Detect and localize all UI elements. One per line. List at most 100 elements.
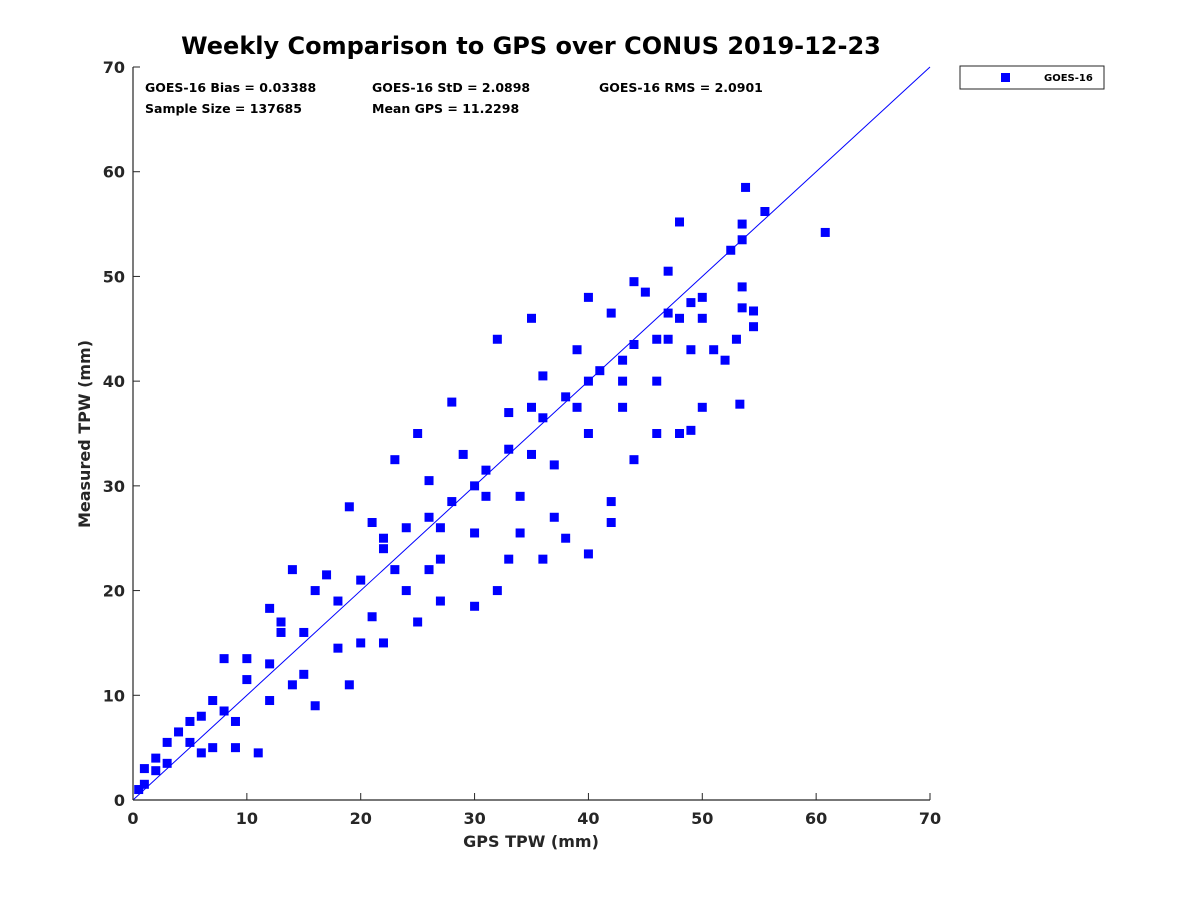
data-point xyxy=(470,601,480,611)
data-point xyxy=(265,696,275,706)
data-point xyxy=(606,518,616,528)
data-point xyxy=(208,743,218,753)
x-axis-label: GPS TPW (mm) xyxy=(463,832,599,851)
data-point xyxy=(435,554,445,564)
data-point xyxy=(527,402,536,412)
data-point xyxy=(162,737,172,747)
data-point xyxy=(322,570,332,580)
x-tick-label: 0 xyxy=(127,809,138,828)
data-point xyxy=(504,408,514,418)
y-tick-label: 0 xyxy=(114,791,125,810)
data-point xyxy=(139,779,149,789)
data-point xyxy=(583,292,593,302)
data-point xyxy=(618,402,628,412)
data-point xyxy=(276,627,286,637)
data-point xyxy=(435,596,445,606)
data-point xyxy=(735,399,745,409)
data-point xyxy=(299,669,309,679)
data-point xyxy=(583,429,593,438)
data-point xyxy=(139,764,149,774)
data-point xyxy=(527,449,536,459)
data-point xyxy=(640,287,650,297)
data-point xyxy=(344,680,354,690)
data-point xyxy=(287,565,297,575)
y-axis-label: Measured TPW (mm) xyxy=(75,340,94,528)
y-tick-label: 20 xyxy=(103,582,125,601)
data-point xyxy=(208,696,218,706)
data-point xyxy=(287,680,297,690)
data-point xyxy=(686,298,696,308)
x-tick-label: 50 xyxy=(691,809,713,828)
data-point xyxy=(196,711,206,721)
data-point xyxy=(538,554,548,564)
data-point xyxy=(356,575,366,585)
data-point xyxy=(652,334,662,344)
data-point xyxy=(504,444,514,454)
data-point xyxy=(151,753,161,763)
data-point xyxy=(242,654,252,664)
x-tick-label: 30 xyxy=(463,809,485,828)
data-point xyxy=(151,766,161,776)
data-point xyxy=(174,727,184,737)
data-point xyxy=(390,455,400,465)
data-point xyxy=(253,748,263,758)
x-tick-label: 20 xyxy=(350,809,372,828)
legend: GOES-16 xyxy=(959,65,1105,90)
data-point xyxy=(185,737,195,747)
data-point xyxy=(185,716,195,726)
data-point xyxy=(230,716,240,726)
data-point xyxy=(401,523,411,533)
data-points xyxy=(134,182,830,795)
data-point xyxy=(219,706,229,716)
legend-box xyxy=(959,65,1105,90)
data-point xyxy=(356,638,366,648)
data-point xyxy=(629,277,639,287)
data-point xyxy=(561,533,571,543)
data-point xyxy=(481,465,491,475)
x-tick-label: 40 xyxy=(577,809,599,828)
data-point xyxy=(401,586,411,596)
legend-marker xyxy=(1001,73,1010,82)
data-point xyxy=(572,345,582,355)
data-point xyxy=(663,266,673,276)
data-point xyxy=(219,654,229,664)
data-point xyxy=(549,460,559,470)
data-point xyxy=(618,376,628,386)
data-point xyxy=(675,429,685,438)
data-point xyxy=(492,586,502,596)
data-point xyxy=(538,371,548,381)
data-point xyxy=(390,565,400,575)
x-ticks: 0 10 20 30 40 50 60 70 xyxy=(127,793,941,828)
data-point xyxy=(481,491,491,501)
data-point xyxy=(737,219,747,229)
y-tick-label: 50 xyxy=(103,267,125,286)
stat-bias: GOES-16 Bias = 0.03388 xyxy=(145,80,316,95)
y-tick-label: 10 xyxy=(103,686,125,705)
data-point xyxy=(749,322,759,332)
data-point xyxy=(737,282,747,292)
x-tick-label: 10 xyxy=(236,809,258,828)
data-point xyxy=(242,675,252,685)
data-point xyxy=(720,355,730,365)
stat-rms: GOES-16 RMS = 2.0901 xyxy=(599,80,763,95)
data-point xyxy=(583,549,593,559)
data-point xyxy=(310,701,320,711)
data-point xyxy=(663,334,673,344)
data-point xyxy=(675,313,685,323)
data-point xyxy=(741,182,751,192)
data-point xyxy=(697,292,707,302)
data-point xyxy=(709,345,719,355)
data-point xyxy=(515,528,525,538)
data-point xyxy=(527,313,536,323)
legend-entry-goes16: GOES-16 xyxy=(1044,73,1093,84)
data-point xyxy=(561,392,571,402)
y-tick-label: 30 xyxy=(103,477,125,496)
data-point xyxy=(549,512,559,522)
y-ticks: 0 10 20 30 40 50 60 70 xyxy=(103,58,140,810)
data-point xyxy=(413,429,423,438)
data-point xyxy=(697,313,707,323)
stat-mean-gps: Mean GPS = 11.2298 xyxy=(372,101,519,116)
one-to-one-line xyxy=(132,66,931,801)
data-point xyxy=(424,476,434,486)
data-point xyxy=(606,497,616,507)
